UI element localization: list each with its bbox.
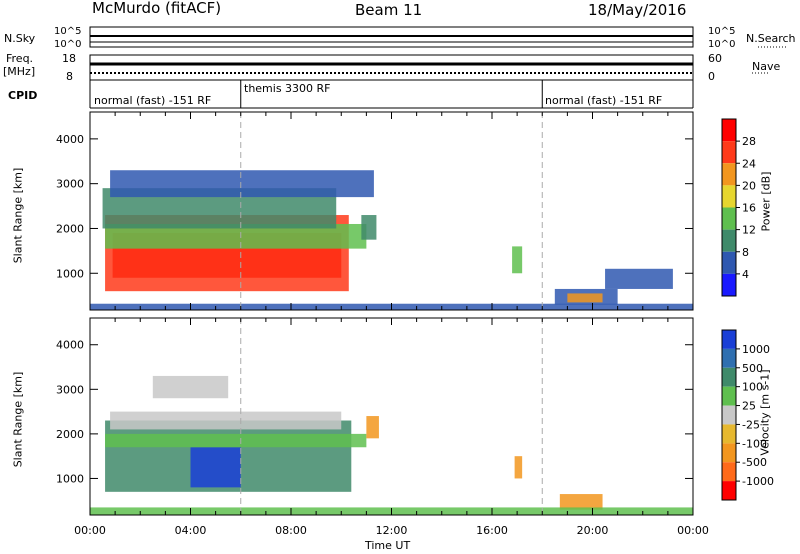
colorbar-segment: [722, 481, 736, 500]
scatter-region: [190, 447, 241, 488]
date-title: 18/May/2016: [588, 1, 687, 19]
freq-unit: [MHz]: [3, 65, 36, 78]
y-tick-label: 2000: [56, 428, 84, 441]
colorbar-tick-label: 24: [742, 157, 756, 170]
cpid-label: CPID: [8, 89, 38, 102]
x-tick-label: 16:00: [476, 524, 508, 537]
colorbar-segment: [722, 273, 736, 296]
scatter-region: [605, 268, 673, 289]
colorbar-segment: [722, 119, 736, 142]
colorbar-segment: [722, 386, 736, 406]
scatter-region: [559, 494, 603, 510]
station-title: McMurdo (fitACF): [92, 0, 222, 17]
cpid-segment-2: themis 3300 RF: [244, 82, 331, 95]
colorbar-tick-label: -1000: [742, 475, 774, 488]
freq-strip-frame: [89, 54, 694, 81]
colorbar-segment: [722, 443, 736, 463]
x-tick-label: 20:00: [577, 524, 609, 537]
x-axis-label: Time UT: [365, 539, 411, 552]
colorbar-segment: [722, 367, 736, 387]
scatter-region: [512, 246, 523, 274]
nsky-lo-tick: 10^0: [54, 39, 82, 50]
cpid-segment-3: normal (fast) -151 RF: [545, 94, 663, 107]
y-tick-label: 4000: [56, 339, 84, 352]
x-tick-label: 00:00: [677, 524, 709, 537]
colorbar-tick-label: 28: [742, 135, 756, 148]
y-tick-label: 3000: [56, 383, 84, 396]
colorbar-segment: [722, 330, 736, 349]
y-tick-label: 2000: [56, 222, 84, 235]
y-tick-label: 1000: [56, 267, 84, 280]
scatter-region: [110, 411, 342, 430]
colorbar-tick-label: 16: [742, 202, 756, 215]
nsky-label: N.Sky: [4, 32, 36, 45]
colorbar-tick-label: 1000: [742, 343, 770, 356]
scatter-region: [152, 375, 229, 399]
x-tick-label: 08:00: [275, 524, 307, 537]
y-tick-label: 3000: [56, 178, 84, 191]
colorbar-segment: [722, 141, 736, 164]
scatter-region: [361, 215, 377, 240]
colorbar-tick-label: 500: [742, 362, 763, 375]
nsearch-label: N.Search: [746, 32, 796, 45]
colorbar-segment: [722, 163, 736, 186]
colorbar-tick-label: -500: [742, 456, 767, 469]
scatter-region: [110, 170, 374, 198]
nave-lo-tick: 0: [708, 70, 715, 83]
freq-lo-tick: 8: [66, 70, 73, 83]
x-tick-label: 00:00: [74, 524, 106, 537]
colorbar-tick-label: -25: [742, 418, 760, 431]
colorbar-segment: [722, 348, 736, 368]
x-tick-label: 04:00: [175, 524, 207, 537]
y-tick-label: 4000: [56, 133, 84, 146]
nsearch-lo-tick: 10^0: [708, 39, 736, 50]
nave-label: Nave: [752, 60, 781, 73]
colorbar-segment: [722, 462, 736, 482]
scatter-region: [567, 293, 603, 303]
nsearch-hi-tick: 10^5: [708, 26, 736, 37]
nave-hi-tick: 60: [708, 52, 722, 65]
colorbar-segment: [722, 229, 736, 252]
colorbar-segment: [722, 424, 736, 444]
colorbar-tick-label: 4: [742, 268, 749, 281]
freq-hi-tick: 18: [62, 52, 76, 65]
colorbar-tick-label: 8: [742, 246, 749, 259]
colorbar-tick-label: -100: [742, 437, 767, 450]
colorbar-segment: [722, 405, 736, 425]
colorbar-tick-label: 20: [742, 179, 756, 192]
x-tick-label: 12:00: [376, 524, 408, 537]
scatter-region: [105, 433, 367, 448]
colorbar-tick-label: 12: [742, 224, 756, 237]
nsky-hi-tick: 10^5: [54, 26, 82, 37]
beam-title: Beam 11: [355, 1, 423, 19]
freq-label: Freq.: [6, 52, 34, 65]
scatter-region: [514, 456, 523, 479]
colorbar-segment: [722, 251, 736, 274]
colorbar-tick-label: 100: [742, 381, 763, 394]
colorbar-tick-label: 25: [742, 400, 756, 413]
y-tick-label: 1000: [56, 472, 84, 485]
scatter-region: [366, 416, 379, 439]
colorbar-segment: [722, 207, 736, 230]
cpid-segment-1: normal (fast) -151 RF: [94, 94, 212, 107]
colorbar-segment: [722, 185, 736, 208]
colorbar-frame: [721, 329, 737, 501]
